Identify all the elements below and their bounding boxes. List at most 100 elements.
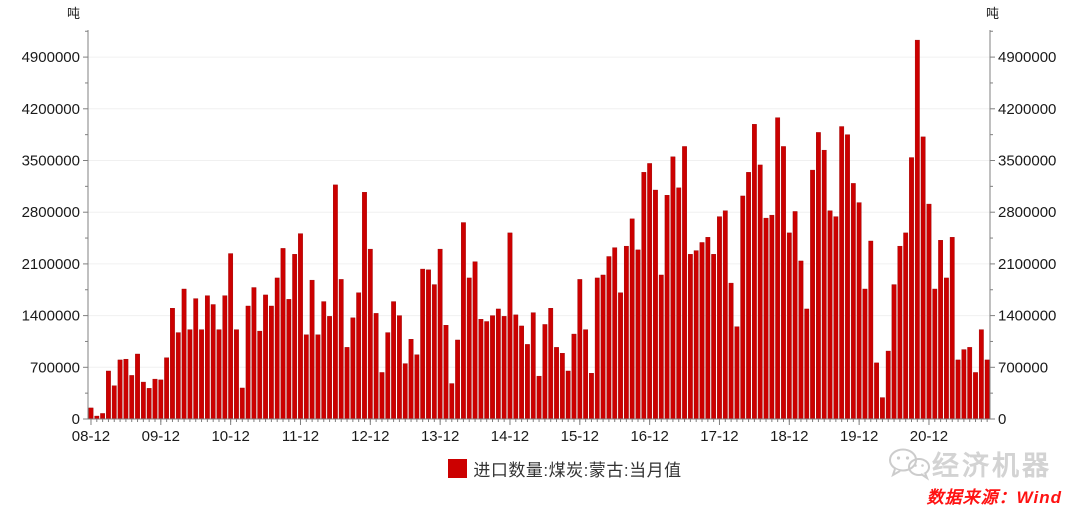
bar: [594, 277, 600, 420]
bar: [920, 136, 926, 420]
bar: [414, 354, 420, 420]
bar: [239, 387, 245, 420]
bar: [629, 218, 635, 420]
unit-label-right: 吨: [986, 6, 999, 21]
bar: [885, 350, 891, 420]
bar: [682, 146, 687, 420]
bar: [845, 134, 850, 420]
bar: [257, 330, 263, 420]
x-axis-label: 17-12: [700, 428, 738, 445]
bar: [658, 274, 664, 420]
bar: [292, 254, 298, 420]
bar: [804, 308, 810, 420]
bar: [519, 325, 524, 420]
bar: [146, 388, 152, 420]
bar: [536, 375, 542, 420]
bar: [693, 250, 699, 420]
bar: [402, 363, 408, 420]
bar: [135, 353, 140, 420]
bar: [821, 149, 827, 420]
bar: [222, 295, 228, 420]
bar: [129, 375, 135, 420]
bar: [786, 232, 792, 420]
bar: [280, 248, 286, 420]
bar: [868, 240, 874, 420]
bar: [303, 334, 309, 420]
bar: [367, 248, 373, 420]
bar: [530, 312, 536, 420]
bar: [490, 315, 495, 420]
bar: [711, 254, 717, 420]
bar: [443, 325, 449, 420]
y-axis-label-right: 2800000: [998, 204, 1056, 221]
bar: [269, 305, 274, 420]
x-axis-label: 15-12: [561, 428, 599, 445]
bar: [932, 288, 938, 420]
bar: [600, 274, 606, 420]
bar: [111, 385, 117, 420]
bar: [752, 124, 757, 420]
bar: [234, 329, 239, 420]
bar: [245, 305, 251, 420]
bar: [926, 203, 932, 420]
bar: [466, 277, 472, 420]
bar: [106, 370, 111, 420]
bar: [554, 347, 559, 420]
wechat-icon: [889, 448, 930, 481]
x-axis-label: 10-12: [211, 428, 249, 445]
y-axis-label-left: 700000: [30, 359, 80, 376]
bar: [903, 232, 909, 420]
bar: [781, 146, 786, 420]
bar: [653, 189, 658, 420]
bar: [472, 261, 478, 420]
bar: [769, 214, 775, 420]
bar: [333, 184, 338, 420]
bar: [978, 329, 984, 420]
bar: [199, 329, 204, 420]
bar: [461, 222, 466, 420]
bar: [356, 292, 362, 420]
bar: [117, 359, 123, 420]
bar: [606, 256, 612, 420]
bar: [501, 316, 507, 420]
bar: [833, 216, 839, 420]
bar: [321, 301, 327, 420]
bar: [571, 333, 577, 420]
y-axis-label-left: 1400000: [22, 308, 80, 325]
bar: [170, 308, 175, 420]
bar: [397, 315, 402, 420]
bar: [88, 407, 94, 420]
bar: [420, 268, 426, 420]
y-axis-label-right: 2100000: [998, 256, 1056, 273]
bar: [589, 373, 594, 420]
bar: [478, 319, 484, 420]
bar: [263, 294, 268, 420]
y-axis-label-right: 0: [998, 411, 1006, 428]
bar: [961, 349, 967, 420]
bar: [385, 332, 391, 420]
bar: [344, 347, 350, 420]
bar: [699, 242, 705, 420]
unit-label-left: 吨: [67, 6, 80, 21]
bar: [187, 329, 193, 420]
bar: [228, 253, 234, 420]
bar: [164, 357, 170, 420]
y-axis-label-right: 1400000: [998, 308, 1056, 325]
bar: [955, 359, 961, 420]
bar: [455, 339, 460, 420]
y-axis-label-left: 3500000: [22, 153, 80, 170]
bar: [944, 277, 949, 420]
bar: [350, 317, 356, 420]
x-axis-label: 19-12: [840, 428, 878, 445]
x-axis-label: 08-12: [72, 428, 110, 445]
bar: [880, 397, 885, 420]
y-axis-label-right: 4200000: [998, 101, 1056, 118]
bar: [525, 344, 530, 420]
bar: [152, 378, 158, 420]
bar: [909, 157, 914, 420]
bar: [565, 370, 571, 420]
bar: [140, 381, 146, 420]
bar: [338, 279, 344, 420]
